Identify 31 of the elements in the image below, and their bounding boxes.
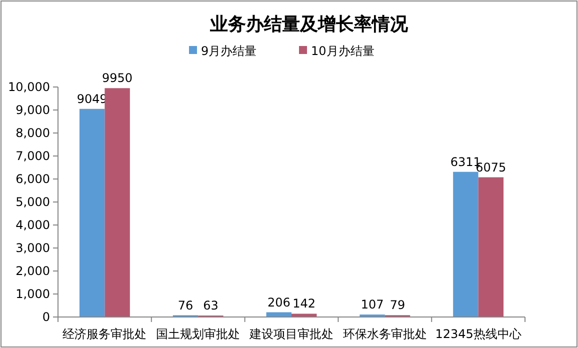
data-label: 206: [267, 295, 290, 310]
y-tick-label: 0: [42, 310, 50, 324]
legend-label: 9月办结量: [201, 44, 257, 58]
data-label: 79: [390, 298, 406, 312]
legend-label: 10月办结量: [311, 44, 374, 58]
data-label: 63: [203, 298, 218, 313]
y-tick-label: 8,000: [16, 126, 50, 140]
y-tick-label: 5,000: [16, 195, 50, 209]
bar: [292, 314, 317, 317]
data-label: 9950: [102, 71, 133, 86]
y-tick-label: 3,000: [16, 241, 50, 255]
bar: [104, 88, 130, 317]
bar: [478, 177, 504, 317]
y-tick-label: 6,000: [16, 172, 50, 186]
x-tick-label: 建设项目审批处: [248, 327, 334, 341]
chart-title: 业务办结量及增长率情况: [209, 14, 409, 35]
x-tick-label: 经济服务审批处: [62, 327, 147, 341]
data-label: 76: [178, 298, 194, 312]
x-tick-label: 12345热线中心: [435, 327, 522, 341]
y-tick-label: 1,000: [16, 287, 50, 301]
data-label: 142: [292, 296, 316, 311]
y-tick-label: 10,000: [8, 80, 50, 94]
y-tick-label: 2,000: [16, 264, 50, 278]
x-tick-label: 环保水务审批处: [342, 327, 427, 341]
y-tick-label: 4,000: [16, 218, 50, 232]
y-tick-label: 7,000: [16, 149, 50, 163]
x-tick-label: 国土规划审批处: [156, 327, 240, 341]
bar: [79, 108, 105, 317]
y-tick-label: 9,000: [16, 103, 50, 117]
data-label: 107: [360, 298, 384, 312]
bar: [453, 172, 478, 317]
